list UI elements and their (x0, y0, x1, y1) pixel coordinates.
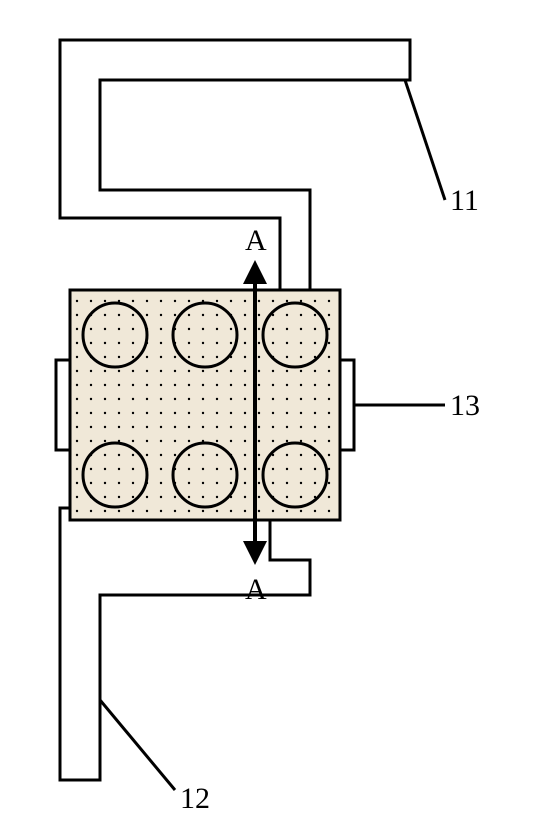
leader-l11 (405, 80, 445, 200)
hole-circle-4 (83, 443, 147, 507)
lower-connector (60, 508, 310, 780)
label-13: 13 (450, 389, 480, 423)
side-tab-right (340, 360, 354, 450)
label-11: 11 (450, 184, 479, 218)
label-12: 12 (180, 782, 210, 816)
hole-circle-1 (83, 303, 147, 367)
section-arrow-top (243, 260, 267, 284)
upper-connector (60, 40, 410, 300)
side-tab-left (56, 360, 70, 450)
hole-circle-6 (263, 443, 327, 507)
leader-l12 (100, 700, 175, 790)
section-label-top: A (245, 224, 267, 258)
section-label-bottom: A (245, 573, 267, 607)
hole-circle-5 (173, 443, 237, 507)
hole-circle-3 (263, 303, 327, 367)
hole-circle-2 (173, 303, 237, 367)
